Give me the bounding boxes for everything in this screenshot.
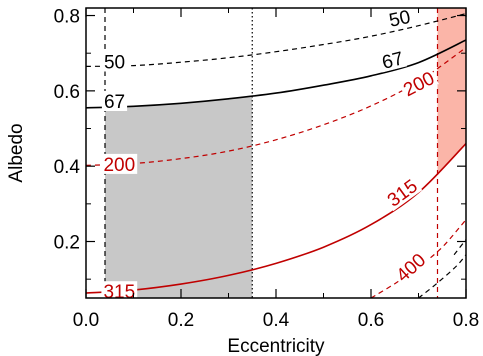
contour-line-unlabeled-6	[453, 239, 466, 256]
contour-label-1: 50	[101, 51, 128, 74]
contour-label-2: 50	[385, 5, 414, 32]
contour-line-unlabeled-5	[418, 254, 466, 298]
x-tick-label: 0.8	[453, 310, 479, 331]
contour-label-bg	[385, 5, 414, 31]
contour-label-3: 67	[101, 91, 128, 113]
contour-label-text: 315	[384, 176, 422, 212]
contour-label-bg	[101, 51, 128, 72]
contour-line-315	[86, 143, 466, 294]
contour-label-bg	[381, 173, 423, 212]
y-tick-label: 0.2	[54, 233, 80, 254]
contour-line-200	[86, 47, 466, 166]
x-tick-label: 0.6	[358, 310, 384, 331]
shaded-regions	[105, 8, 466, 298]
x-tick-label: 0.0	[73, 310, 99, 331]
contour-label-text: 50	[104, 53, 125, 74]
contour-label-text: 315	[103, 282, 135, 303]
x-axis-label: Eccentricity	[227, 336, 325, 356]
y-tick-label: 0.6	[54, 82, 80, 103]
axis-ticks: 0.0 0.2 0.4 0.6 0.8 0.2 0.4 0.6 0.8	[54, 7, 480, 331]
contour-label-bg	[101, 91, 128, 111]
contour-label-text: 200	[103, 155, 135, 176]
x-tick-label: 0.2	[168, 310, 194, 331]
shaded-region-1	[105, 95, 253, 298]
contour-label-bg	[101, 153, 138, 174]
y-tick-label: 0.4	[54, 157, 81, 178]
shaded-region-2	[437, 8, 466, 173]
contour-label-text: 400	[393, 250, 431, 287]
x-tick-label: 0.4	[263, 310, 290, 331]
y-tick-label: 0.8	[54, 7, 80, 28]
contour-line-50	[86, 13, 466, 67]
contour-label-bg	[390, 247, 431, 287]
contour-label-8: 315	[381, 173, 423, 212]
contour-label-text: 67	[104, 92, 125, 113]
contour-label-4: 67	[377, 46, 408, 74]
contour-label-text: 50	[387, 7, 412, 32]
contour-label-text: 67	[380, 48, 406, 73]
y-axis-label: Albedo	[6, 123, 27, 182]
contour-label-bg	[398, 66, 439, 101]
contour-label-bg	[101, 281, 138, 302]
contour-label-bg	[377, 46, 408, 73]
contour-label-7: 315	[101, 281, 138, 303]
contour-line-67	[86, 39, 466, 109]
contour-label-5: 200	[101, 153, 138, 176]
